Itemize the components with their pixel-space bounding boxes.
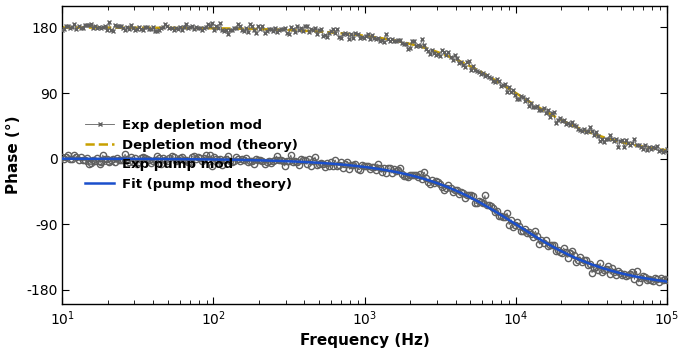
Fit (pump mod theory): [586, 262, 594, 266]
Exp pump mod: [121, 152, 129, 156]
Exp depletion mod: [105, 20, 113, 24]
Line: Fit (pump mod theory): Fit (pump mod theory): [62, 159, 667, 281]
Exp depletion mod: [662, 147, 671, 152]
Exp depletion mod: [659, 150, 667, 154]
Exp pump mod: [662, 278, 671, 282]
Exp depletion mod: [60, 27, 68, 31]
Depletion mod (theory): [58, 25, 66, 30]
Exp depletion mod: [420, 43, 428, 47]
Fit (pump mod theory): [316, 161, 325, 165]
Exp pump mod: [58, 155, 66, 160]
Line: Exp depletion mod: Exp depletion mod: [60, 20, 669, 155]
Exp pump mod: [60, 157, 68, 161]
Y-axis label: Phase (°): Phase (°): [5, 116, 21, 194]
Fit (pump mod theory): [662, 279, 671, 284]
Depletion mod (theory): [316, 29, 325, 34]
Fit (pump mod theory): [290, 159, 298, 164]
Fit (pump mod theory): [127, 157, 136, 161]
Exp pump mod: [430, 181, 438, 185]
Depletion mod (theory): [662, 148, 671, 153]
Depletion mod (theory): [586, 130, 594, 135]
Exp depletion mod: [570, 123, 578, 127]
Fit (pump mod theory): [651, 278, 659, 282]
Line: Depletion mod (theory): Depletion mod (theory): [62, 28, 667, 150]
Exp pump mod: [608, 266, 616, 270]
Exp pump mod: [418, 177, 426, 181]
Depletion mod (theory): [290, 28, 298, 33]
Exp pump mod: [420, 170, 428, 174]
Exp pump mod: [570, 252, 578, 257]
Line: Exp pump mod: Exp pump mod: [59, 151, 670, 285]
Exp pump mod: [655, 280, 663, 284]
Depletion mod (theory): [127, 25, 136, 30]
Depletion mod (theory): [163, 26, 171, 30]
Depletion mod (theory): [651, 147, 659, 151]
Fit (pump mod theory): [58, 156, 66, 161]
Exp depletion mod: [418, 37, 426, 41]
Exp depletion mod: [430, 51, 438, 55]
Legend: Exp depletion mod, Depletion mod (theory), Exp pump mod, Fit (pump mod theory): Exp depletion mod, Depletion mod (theory…: [81, 115, 302, 195]
X-axis label: Frequency (Hz): Frequency (Hz): [300, 333, 429, 348]
Fit (pump mod theory): [163, 157, 171, 161]
Exp depletion mod: [58, 28, 66, 32]
Exp depletion mod: [608, 137, 616, 141]
